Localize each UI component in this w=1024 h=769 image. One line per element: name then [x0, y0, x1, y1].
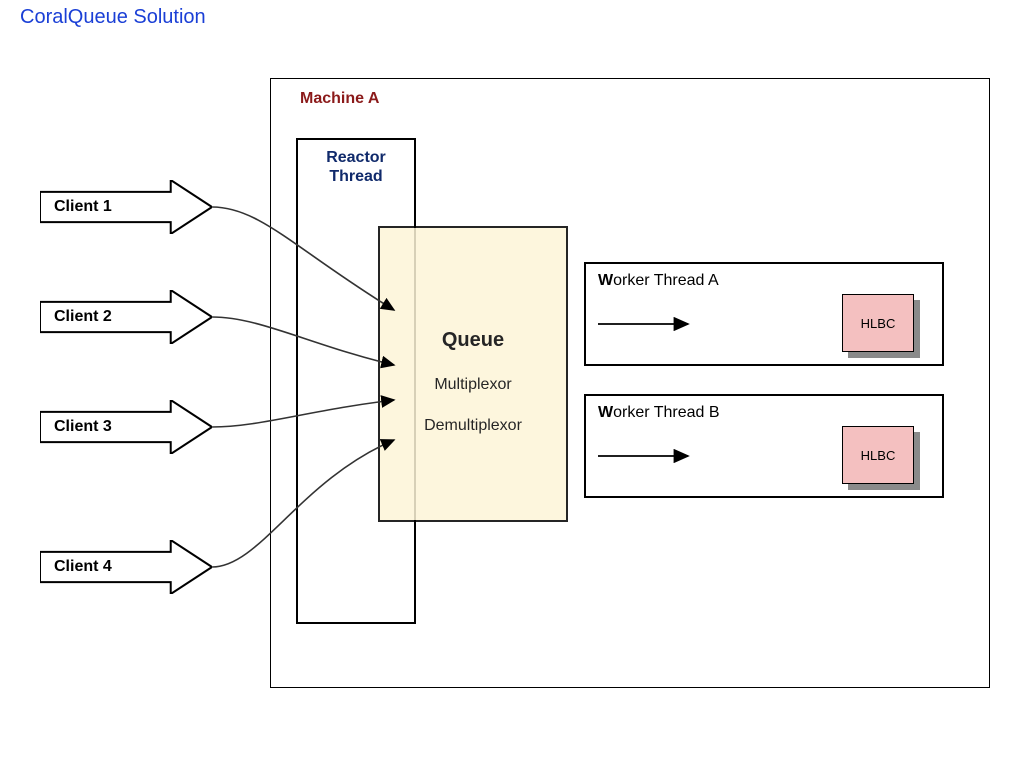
client-arrow-4: Client 4	[40, 540, 212, 594]
client-arrow-2: Client 2	[40, 290, 212, 344]
client-label-1: Client 1	[54, 198, 112, 216]
hlbc-box-b: HLBC	[842, 426, 914, 484]
worker-label-a: Worker Thread A	[598, 272, 719, 290]
diagram-title: CoralQueue Solution	[20, 6, 206, 29]
client-label-4: Client 4	[54, 558, 112, 576]
hlbc-box-a: HLBC	[842, 294, 914, 352]
worker-label-b: Worker Thread B	[598, 404, 720, 422]
queue-sub-demultiplexor: Demultiplexor	[380, 417, 566, 435]
client-label-3: Client 3	[54, 418, 112, 436]
queue-title: Queue	[380, 329, 566, 352]
queue-sub-multiplexor: Multiplexor	[380, 376, 566, 394]
client-arrow-3: Client 3	[40, 400, 212, 454]
queue-box: Queue Multiplexor Demultiplexor	[378, 226, 568, 522]
client-arrow-1: Client 1	[40, 180, 212, 234]
client-label-2: Client 2	[54, 308, 112, 326]
reactor-label: ReactorThread	[298, 148, 414, 186]
machine-label: Machine A	[300, 90, 379, 108]
